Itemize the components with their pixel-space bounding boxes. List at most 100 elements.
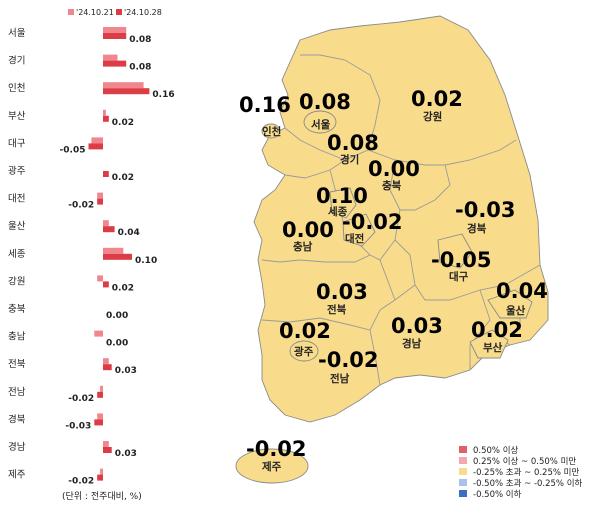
name-ulsan: 울산 [506,304,526,317]
bar-prev [97,413,103,420]
category-label: 울산 [8,221,26,232]
bar-curr [94,419,103,426]
data-label: 0.00 [106,311,128,321]
category-label: 충남 [8,332,26,343]
name-chungnam: 충남 [293,240,313,253]
region-incheon-shape [261,123,281,139]
value-sejong: 0.10 [316,184,368,208]
region-sejong-shape [329,187,357,219]
bar-prev [103,358,109,365]
legend-label-4: -0.50% 초과 ~ -0.25% 이하 [473,478,583,489]
legend-label-1: 0.50% 이상 [473,445,519,456]
category-label: 전북 [8,359,26,370]
name-chungbuk: 충북 [382,179,402,192]
value-gwangju: 0.02 [279,319,331,343]
data-label: 0.08 [129,35,151,45]
bar-prev [94,330,103,337]
legend-label-2: 0.25% 이상 ~ 0.50% 미만 [473,456,576,467]
data-label: -0.02 [68,394,94,404]
legend-label-series-1: '24.10.21 [76,8,114,17]
bar-prev [100,468,103,475]
name-jeonnam: 전남 [330,372,350,385]
bar-prev [103,54,118,61]
data-label: 0.02 [112,173,134,183]
bar-prev [97,192,103,199]
data-label: -0.03 [65,421,91,431]
value-chungnam: 0.00 [282,218,334,242]
bar-curr [103,33,127,39]
value-jeonbuk: 0.03 [316,280,368,304]
bar-curr [103,115,109,122]
bar-curr [103,364,112,371]
bar-curr [97,474,103,481]
name-incheon: 인천 [262,125,281,138]
data-label: -0.02 [68,477,94,487]
boundary-gyeongbuk [394,164,541,301]
legend-swatch-1 [459,446,467,453]
category-label: 제주 [8,470,26,481]
category-label: 경북 [8,413,26,425]
value-jeonnam: -0.02 [318,348,379,372]
bar-curr [103,88,150,95]
legend-label-series-2: '24.10.28 [124,8,162,17]
data-label: 0.10 [135,256,157,266]
legend-swatch-series-1 [68,9,74,15]
legend-swatch-3 [459,468,467,475]
name-gangwon: 강원 [423,110,442,123]
name-jeju: 제주 [262,460,282,473]
category-label: 세종 [8,249,26,260]
boundary-jeonbuk [261,259,416,331]
data-label: 0.04 [118,228,140,238]
bar-curr [97,198,103,205]
bar-prev [103,109,106,116]
name-gwangju: 광주 [294,346,314,358]
bar-curr [103,60,127,67]
value-busan: 0.02 [471,318,523,342]
value-seoul: 0.08 [299,90,351,114]
region-jeju-shape [235,448,309,484]
legend-swatch-5 [459,490,467,497]
category-label: 서울 [8,28,26,39]
bar-curr [97,391,103,398]
value-gyeongnam: 0.03 [391,314,443,338]
legend-swatch-series-2 [116,9,122,15]
bar-chart: '24.10.21 '24.10.28 서울 0.08 경기 0.08 인천 0.16 부산… [8,8,175,502]
map-legend: 0.50% 이상 0.25% 이상 ~ 0.50% 미만 -0.25% 초과 ~… [459,445,583,500]
bar-curr [103,281,109,288]
data-label: -0.05 [60,145,86,155]
region-ulsan-shape [487,289,533,319]
bar-prev [100,385,103,392]
data-label: 0.00 [106,339,128,349]
value-chungbuk: 0.00 [368,157,420,181]
boundary-gyeongnam [369,289,491,386]
boundary-chungbuk-east [369,159,401,261]
value-incheon: 0.16 [239,93,291,117]
category-label: 경기 [8,55,25,67]
name-busan: 부산 [483,341,503,354]
category-label: 부산 [8,111,26,122]
bar-prev [97,275,103,282]
data-label: -0.02 [68,201,94,211]
data-label: 0.03 [115,366,137,376]
value-gyeongbuk: -0.03 [455,198,516,222]
legend-swatch-2 [459,457,467,464]
region-seoul-shape [303,110,337,134]
name-jeonbuk: 전북 [327,303,347,316]
bar-prev [103,82,144,89]
name-seoul: 서울 [311,118,331,131]
category-label: 광주 [8,165,26,177]
legend-swatch-4 [459,479,467,486]
legend-label-5: -0.50% 이하 [473,489,522,500]
data-label: 0.16 [152,90,174,100]
bar-curr [103,171,109,177]
bar-prev [103,247,124,254]
region-daegu-shape [437,233,473,269]
category-label: 강원 [8,276,25,287]
boundary-gyeonggi [284,54,381,161]
region-busan-shape [469,329,509,359]
name-daegu: 대구 [449,270,469,283]
region-daejeon-shape [342,213,376,247]
region-gwangju-shape [289,340,319,362]
bar-prev [103,220,109,227]
